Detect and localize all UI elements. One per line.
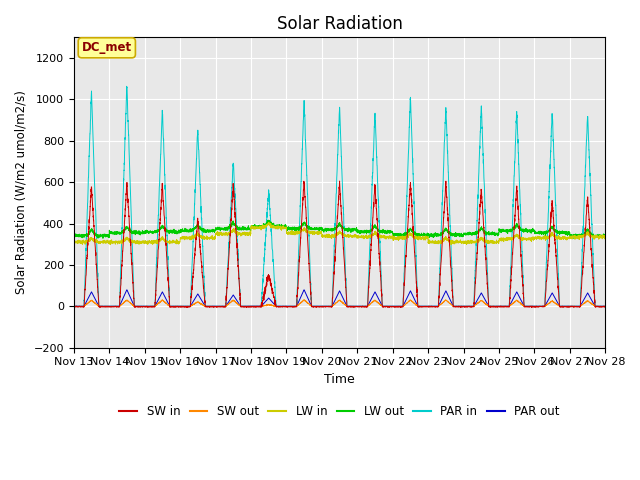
SW in xyxy=(459,304,467,310)
PAR out xyxy=(320,303,328,309)
Line: LW in: LW in xyxy=(74,223,605,245)
PAR in xyxy=(429,303,437,309)
Text: DC_met: DC_met xyxy=(82,41,132,54)
PAR in xyxy=(166,293,173,299)
SW out xyxy=(147,304,155,310)
Title: Solar Radiation: Solar Radiation xyxy=(276,15,403,33)
SW in xyxy=(336,178,344,184)
SW in xyxy=(489,304,497,310)
LW out xyxy=(429,233,437,239)
PAR in xyxy=(123,84,131,89)
LW out xyxy=(489,231,497,237)
LW out xyxy=(166,228,173,234)
PAR out xyxy=(123,287,131,293)
PAR in xyxy=(601,303,609,309)
LW out xyxy=(320,227,328,232)
LW in xyxy=(489,240,497,246)
LW in xyxy=(601,233,609,239)
SW in xyxy=(165,294,173,300)
Y-axis label: Solar Radiation (W/m2 umol/m2/s): Solar Radiation (W/m2 umol/m2/s) xyxy=(15,91,28,294)
LW in xyxy=(602,233,609,239)
Line: PAR out: PAR out xyxy=(74,290,605,306)
LW in xyxy=(70,239,77,245)
Line: LW out: LW out xyxy=(74,220,605,238)
LW out xyxy=(459,233,467,239)
LW out xyxy=(99,235,107,241)
LW in xyxy=(165,239,173,245)
SW in xyxy=(70,304,77,310)
SW out xyxy=(489,303,497,309)
PAR in xyxy=(70,303,77,309)
SW out xyxy=(166,303,173,309)
PAR out xyxy=(601,303,609,309)
SW in xyxy=(166,304,174,310)
PAR out xyxy=(459,303,467,309)
SW in xyxy=(429,304,437,310)
SW out xyxy=(459,303,467,309)
PAR out xyxy=(489,303,497,309)
LW in xyxy=(459,239,467,244)
LW out xyxy=(264,217,272,223)
LW out xyxy=(70,234,77,240)
Line: SW out: SW out xyxy=(74,300,605,307)
LW in xyxy=(429,240,437,246)
PAR out xyxy=(429,303,437,309)
LW out xyxy=(602,233,609,239)
SW out xyxy=(70,304,77,310)
PAR out xyxy=(602,303,609,309)
SW in xyxy=(601,304,609,310)
SW out xyxy=(320,303,328,309)
PAR out xyxy=(70,303,77,309)
SW out xyxy=(602,303,609,309)
SW out xyxy=(429,304,437,310)
SW in xyxy=(320,304,328,310)
SW out xyxy=(159,297,166,302)
LW in xyxy=(320,232,328,238)
SW in xyxy=(602,304,609,310)
PAR in xyxy=(602,303,609,309)
LW in xyxy=(265,220,273,226)
LW out xyxy=(601,234,609,240)
Legend: SW in, SW out, LW in, LW out, PAR in, PAR out: SW in, SW out, LW in, LW out, PAR in, PA… xyxy=(115,400,564,422)
PAR in xyxy=(489,303,497,309)
Line: SW in: SW in xyxy=(74,181,605,307)
Line: PAR in: PAR in xyxy=(74,86,605,306)
PAR in xyxy=(320,303,328,309)
X-axis label: Time: Time xyxy=(324,373,355,386)
SW out xyxy=(601,304,609,310)
PAR in xyxy=(459,303,467,309)
PAR out xyxy=(166,303,173,309)
LW in xyxy=(447,242,455,248)
